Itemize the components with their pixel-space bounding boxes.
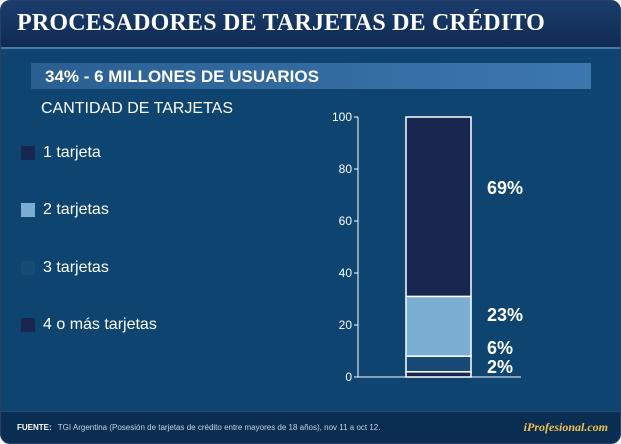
y-tick-label: 20 [339, 318, 353, 332]
header-bar: PROCESADORES DE TARJETAS DE CRÉDITO [1, 1, 620, 49]
legend-label: 2 tarjetas [43, 201, 109, 218]
summary-banner-text: 34% - 6 MILLONES DE USUARIOS [45, 67, 319, 86]
legend-label: 4 o más tarjetas [43, 316, 157, 333]
legend-label: 1 tarjeta [43, 144, 101, 161]
bar-segment [405, 116, 472, 298]
summary-banner: 34% - 6 MILLONES DE USUARIOS [31, 63, 591, 89]
y-tick-label: 80 [339, 162, 353, 176]
y-tick-label: 40 [339, 266, 353, 280]
brand-logo: iProfesional.com [523, 420, 608, 434]
source-text: TGI Argentina (Posesión de tarjetas de c… [57, 423, 381, 432]
chart-subtitle: CANTIDAD DE TARJETAS [41, 100, 234, 117]
legend-swatch [21, 261, 35, 275]
bar-segment [405, 295, 472, 357]
y-tick-label: 0 [345, 370, 352, 384]
data-label: 2% [487, 357, 513, 377]
y-tick-label: 100 [332, 110, 352, 124]
bar-segment [405, 371, 472, 378]
legend-swatch [21, 146, 35, 160]
bar-segment [405, 355, 472, 373]
data-label: 69% [487, 178, 523, 198]
data-label: 23% [487, 305, 523, 325]
source-note: FUENTE: TGI Argentina (Posesión de tarje… [17, 423, 380, 432]
legend-label: 3 tarjetas [43, 259, 109, 276]
legend-swatch [21, 203, 35, 217]
y-tick-label: 60 [339, 214, 353, 228]
legend-swatch [21, 318, 35, 332]
data-label: 6% [487, 338, 513, 358]
stacked-bar-chart: 0 20 40 60 80 100 2%6% 23% 69% [332, 110, 523, 384]
page-title: PROCESADORES DE TARJETAS DE CRÉDITO [17, 10, 546, 36]
source-label: FUENTE: [17, 423, 52, 432]
footer-bar: FUENTE: TGI Argentina (Posesión de tarje… [1, 411, 620, 443]
